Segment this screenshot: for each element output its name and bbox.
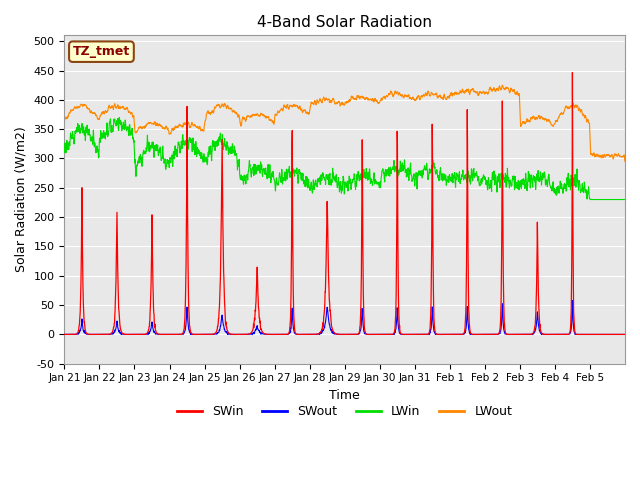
Text: TZ_tmet: TZ_tmet bbox=[73, 45, 130, 58]
Legend: SWin, SWout, LWin, LWout: SWin, SWout, LWin, LWout bbox=[172, 400, 517, 423]
X-axis label: Time: Time bbox=[330, 389, 360, 402]
Title: 4-Band Solar Radiation: 4-Band Solar Radiation bbox=[257, 15, 432, 30]
Y-axis label: Solar Radiation (W/m2): Solar Radiation (W/m2) bbox=[15, 127, 28, 273]
